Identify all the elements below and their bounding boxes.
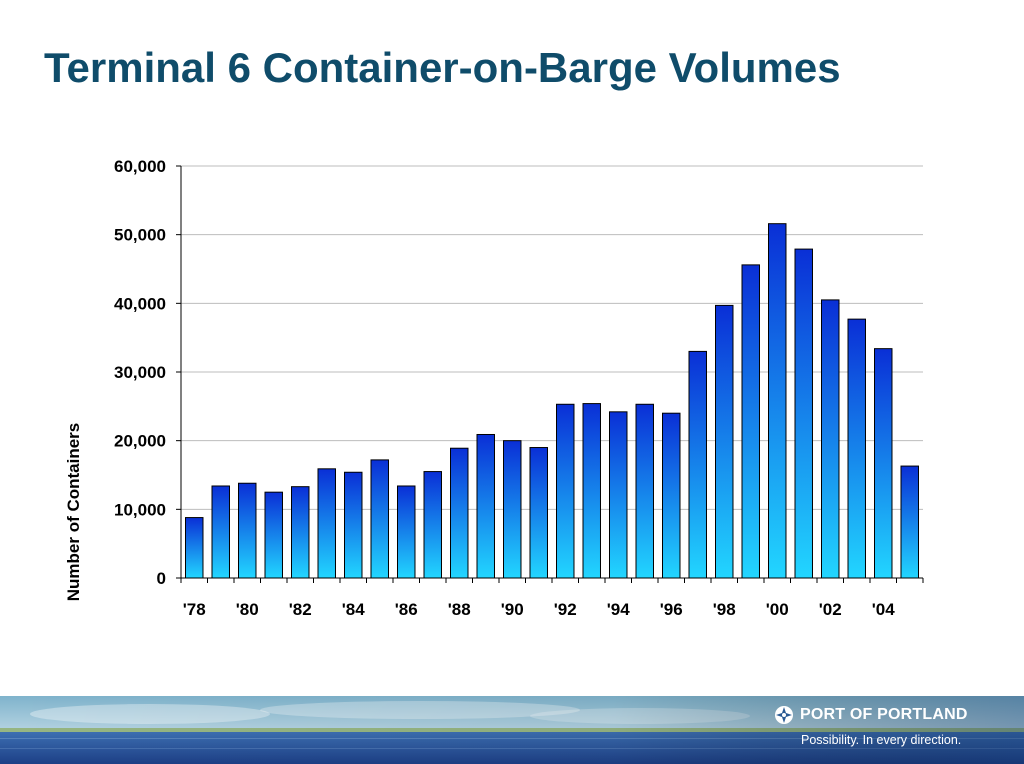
bar-1984 <box>344 471 363 579</box>
x-tick-label: '88 <box>448 600 471 619</box>
bar-1997 <box>688 350 707 579</box>
x-tick-label: '84 <box>342 600 365 619</box>
x-tick-label: '86 <box>395 600 418 619</box>
y-tick-label: 30,000 <box>114 363 166 382</box>
bars <box>185 223 919 579</box>
bar-1985 <box>370 459 389 579</box>
bar-2002 <box>821 299 840 579</box>
bar-1982 <box>291 486 310 579</box>
bar-2005 <box>900 465 919 579</box>
bar-1989 <box>476 433 495 579</box>
y-tick-label: 60,000 <box>114 157 166 176</box>
y-tick-label: 0 <box>157 569 166 588</box>
bar-2000 <box>768 223 787 579</box>
slide-title: Terminal 6 Container-on-Barge Volumes <box>44 44 841 91</box>
x-tick-label: '96 <box>660 600 683 619</box>
bar-1996 <box>662 412 681 579</box>
bar-1980 <box>238 482 257 579</box>
y-tick-label: 50,000 <box>114 226 166 245</box>
axes <box>176 165 924 583</box>
bar-1994 <box>609 411 628 579</box>
x-tick-label: '02 <box>819 600 842 619</box>
y-tick-label: 40,000 <box>114 294 166 313</box>
bar-2004 <box>874 348 893 579</box>
bar-1987 <box>423 471 442 579</box>
x-tick-label: '82 <box>289 600 312 619</box>
y-axis-title: Number of Containers <box>64 423 83 602</box>
x-tick-label: '98 <box>713 600 736 619</box>
bar-2001 <box>794 248 813 579</box>
x-tick-label: '00 <box>766 600 789 619</box>
x-tick-label: '94 <box>607 600 630 619</box>
brand-name: PORT OF PORTLAND <box>800 706 968 723</box>
footer-banner: PORT OF PORTLAND Possibility. In every d… <box>0 696 1024 764</box>
x-tick-label: '90 <box>501 600 524 619</box>
bar-1988 <box>450 447 469 579</box>
port-of-portland-compass-icon <box>775 706 793 724</box>
y-tick-label: 20,000 <box>114 432 166 451</box>
x-tick-label: '04 <box>872 600 895 619</box>
ocean-sky-background <box>0 696 1024 764</box>
bar-2003 <box>847 318 866 579</box>
brand-logo: PORT OF PORTLAND <box>774 704 968 726</box>
bar-1992 <box>556 403 575 579</box>
bar-1986 <box>397 485 416 579</box>
bar-1979 <box>211 485 230 579</box>
bar-1990 <box>503 440 522 579</box>
bar-chart: 0 10,000 20,000 30,000 40,000 50,000 60,000 '7… <box>64 157 924 619</box>
bar-1995 <box>635 403 654 579</box>
x-tick-label: '80 <box>236 600 259 619</box>
y-tick-labels: 0 10,000 20,000 30,000 40,000 50,000 60,000 <box>114 157 166 588</box>
bar-1998 <box>715 304 734 579</box>
bar-1983 <box>317 468 336 579</box>
bar-1991 <box>529 447 548 579</box>
bar-1993 <box>582 403 601 579</box>
bar-1978 <box>185 517 204 579</box>
x-tick-label: '78 <box>183 600 206 619</box>
x-tick-labels: '78 '80 '82 '84 '86 '88 '90 '92 '94 '96 '98 '00 '02 '… <box>183 600 895 619</box>
brand-tagline: Possibility. In every direction. <box>801 733 962 747</box>
bar-1981 <box>264 491 283 579</box>
y-tick-label: 10,000 <box>114 500 166 519</box>
bar-1999 <box>741 264 760 579</box>
x-tick-label: '92 <box>554 600 577 619</box>
